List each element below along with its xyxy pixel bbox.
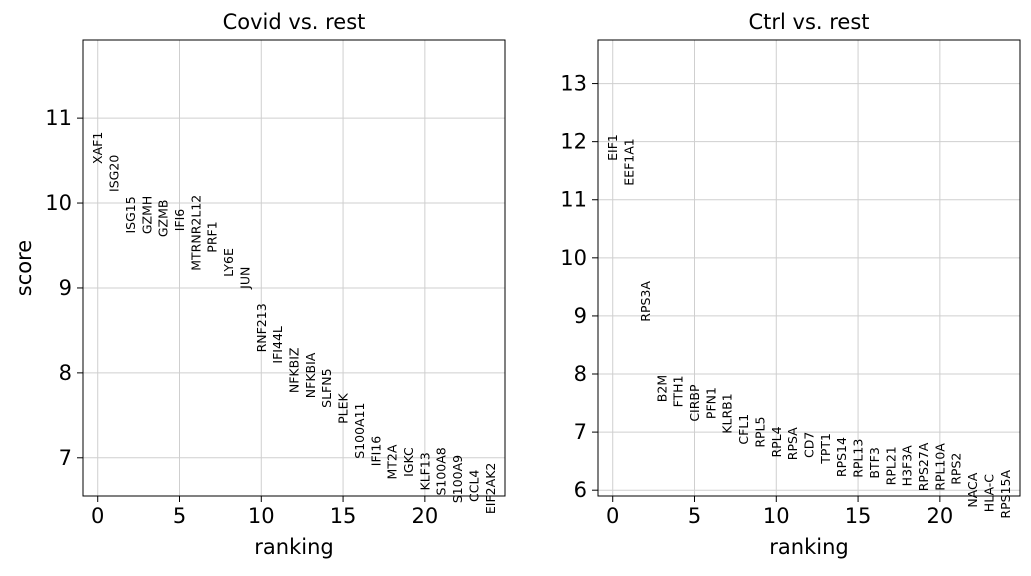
y-tick-label: 8 xyxy=(574,362,587,386)
gene-label: RPL5 xyxy=(752,417,767,448)
plot-frame xyxy=(82,39,506,497)
chart-title: Covid vs. rest xyxy=(223,10,366,34)
gene-label: IFI44L xyxy=(270,326,285,363)
gene-label: RPL13 xyxy=(851,439,866,478)
y-tick-label: 9 xyxy=(574,304,587,328)
gene-label: RPS2 xyxy=(949,453,964,485)
x-tick-label: 5 xyxy=(173,504,186,528)
y-tick-label: 12 xyxy=(560,130,587,154)
gene-label: NACA xyxy=(965,472,980,507)
gene-label: BTF3 xyxy=(867,447,882,478)
gene-label: NFKBIZ xyxy=(287,348,302,394)
gene-label: B2M xyxy=(654,375,669,402)
x-tick-label: 5 xyxy=(688,504,701,528)
y-axis-label: score xyxy=(12,240,36,296)
gene-label: RPSA xyxy=(785,427,800,460)
gene-label: IGKC xyxy=(401,447,416,477)
x-tick-label: 0 xyxy=(606,504,619,528)
gene-label: RPS14 xyxy=(834,437,849,477)
gene-label: S100A8 xyxy=(434,447,449,495)
gene-label: RPL4 xyxy=(769,426,784,457)
gene-label: GZMB xyxy=(156,200,171,238)
x-tick-label: 20 xyxy=(411,504,438,528)
y-tick-label: 13 xyxy=(560,72,587,96)
y-tick-label: 6 xyxy=(574,478,587,502)
gene-label: XAF1 xyxy=(90,132,105,164)
gene-label: EIF2AK2 xyxy=(483,463,498,514)
gene-label: CCL4 xyxy=(466,470,481,502)
gene-label: RPL21 xyxy=(883,446,898,485)
gene-label: TPT1 xyxy=(818,433,833,465)
gene-label: ISG20 xyxy=(107,155,122,192)
x-tick-label: 15 xyxy=(845,504,872,528)
gene-label: CFL1 xyxy=(736,414,751,445)
x-tick-label: 20 xyxy=(926,504,953,528)
gene-label: MT2A xyxy=(385,444,400,479)
gene-label: FTH1 xyxy=(671,375,686,407)
gene-label: RPL10A xyxy=(932,443,947,491)
gene-label: MTRNR2L12 xyxy=(188,195,203,271)
y-tick-label: 8 xyxy=(59,361,72,385)
gene-label: SLFN5 xyxy=(319,368,334,407)
gene-label: KLF13 xyxy=(417,452,432,490)
y-tick-label: 9 xyxy=(59,276,72,300)
gene-label: H3F3A xyxy=(900,445,915,486)
gene-label: PRF1 xyxy=(205,221,220,252)
gene-label: CIRBP xyxy=(687,384,702,422)
gene-label: S100A9 xyxy=(450,455,465,503)
gene-label: KLRB1 xyxy=(720,393,735,433)
gene-label: CD7 xyxy=(802,432,817,458)
chart-panel-2: 0 5 10 15 20 6 7 8 9 10 11 12 13 EIF1 EEF1A1 RPS3A B2M FT… xyxy=(560,10,1021,559)
y-tick-label: 10 xyxy=(45,191,72,215)
y-tick-label: 7 xyxy=(574,420,587,444)
x-axis-label: ranking xyxy=(769,535,848,559)
gene-label: RPS27A xyxy=(916,442,931,491)
gene-label: RPS15A xyxy=(998,470,1013,519)
y-tick-label: 11 xyxy=(45,106,72,130)
gene-label: S100A11 xyxy=(352,402,367,458)
gene-label: IFI6 xyxy=(172,209,187,232)
gene-label: PLEK xyxy=(336,392,351,423)
gene-label: ISG15 xyxy=(123,196,138,233)
x-tick-label: 0 xyxy=(91,504,104,528)
gene-label: GZMH xyxy=(139,196,154,234)
gene-label: LY6E xyxy=(221,248,236,277)
x-tick-label: 10 xyxy=(248,504,275,528)
gene-label: NFKBIA xyxy=(303,352,318,398)
gene-label: RNF213 xyxy=(254,303,269,352)
gene-label: RPS3A xyxy=(638,281,653,322)
x-tick-label: 15 xyxy=(330,504,357,528)
gene-label: HLA-C xyxy=(981,474,996,512)
x-axis-label: ranking xyxy=(254,535,333,559)
gene-label: EEF1A1 xyxy=(622,138,637,185)
gene-label: IFI16 xyxy=(368,436,383,467)
y-tick-label: 7 xyxy=(59,446,72,470)
x-tick-label: 10 xyxy=(763,504,790,528)
gene-label: PFN1 xyxy=(703,387,718,419)
gene-label: EIF1 xyxy=(605,134,620,161)
gene-label: JUN xyxy=(237,267,252,290)
plot-frame xyxy=(597,39,1021,497)
chart-title: Ctrl vs. rest xyxy=(748,10,869,34)
y-tick-label: 11 xyxy=(560,188,587,212)
y-tick-label: 10 xyxy=(560,246,587,270)
